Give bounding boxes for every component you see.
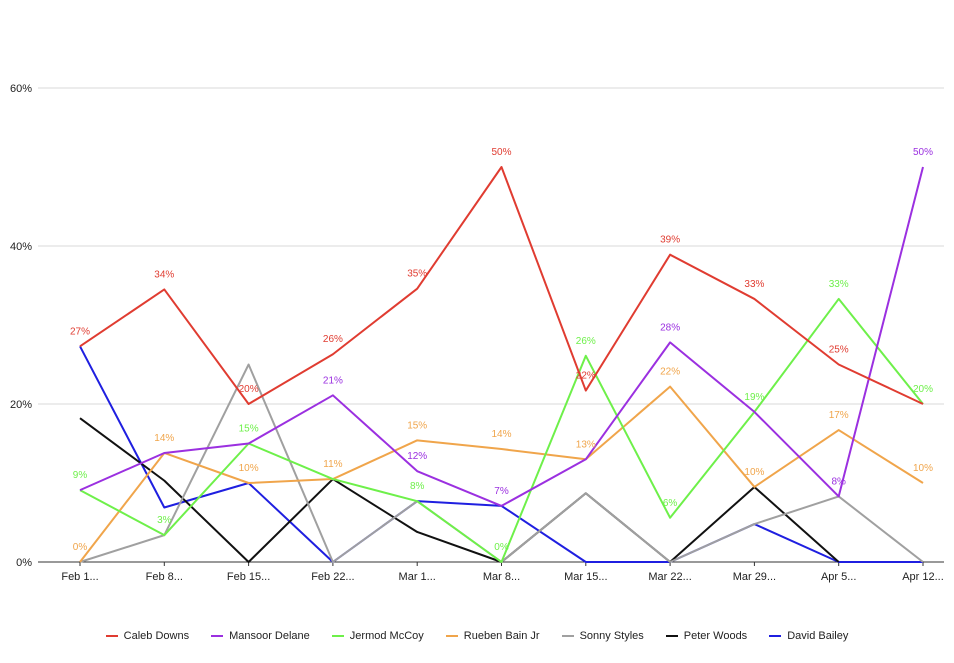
data-label-rueben-bain-jr: 11%	[323, 459, 342, 470]
series-line-mansoor-delane	[79, 166, 924, 507]
data-label-caleb-downs: 33%	[744, 279, 764, 290]
legend-item-peter-woods[interactable]: Peter Woods	[665, 630, 748, 642]
data-label-caleb-downs: 22%	[576, 371, 596, 382]
series-line-sonny-styles	[79, 363, 924, 563]
data-label-mansoor-delane: 12%	[407, 451, 427, 462]
series-line-peter-woods	[79, 417, 840, 563]
x-tick-label: Apr 12...	[902, 571, 944, 583]
data-label-caleb-downs: 26%	[323, 334, 343, 345]
legend-swatch	[331, 635, 344, 637]
legend-item-caleb-downs[interactable]: Caleb Downs	[105, 630, 190, 642]
legend-swatch	[665, 635, 678, 637]
x-tick-label: Mar 22...	[648, 571, 691, 583]
legend-swatch	[211, 635, 224, 637]
data-label-rueben-bain-jr: 22%	[660, 367, 680, 378]
data-label-rueben-bain-jr: 17%	[829, 410, 849, 421]
data-label-jermod-mccoy: 6%	[663, 498, 678, 509]
y-tick-label: 0%	[16, 557, 32, 569]
series-line-rueben-bain-jr	[79, 385, 924, 563]
series-line-caleb-downs	[79, 166, 924, 405]
legend-swatch	[445, 635, 458, 637]
legend-label: Mansoor Delane	[229, 630, 310, 642]
legend-label: David Bailey	[787, 630, 849, 642]
legend-item-mansoor-delane[interactable]: Mansoor Delane	[211, 630, 310, 642]
y-axis-ticks: 0% 20% 40% 60%	[10, 83, 32, 569]
data-label-mansoor-delane: 8%	[831, 476, 846, 487]
data-label-caleb-downs: 27%	[70, 326, 90, 337]
data-label-jermod-mccoy: 15%	[239, 424, 259, 435]
data-label-mansoor-delane: 28%	[660, 322, 680, 333]
legend-label: Jermod McCoy	[349, 630, 424, 642]
legend-item-david-bailey[interactable]: David Bailey	[769, 630, 848, 642]
legend-swatch	[561, 635, 574, 637]
x-tick-label: Feb 8...	[146, 571, 183, 583]
data-label-mansoor-delane: 50%	[913, 147, 933, 158]
data-label-mansoor-delane: 7%	[494, 486, 509, 497]
data-label-jermod-mccoy: 26%	[576, 336, 596, 347]
x-tick-label: Feb 1...	[61, 571, 98, 583]
data-label-jermod-mccoy: 0%	[494, 542, 509, 553]
y-tick-label: 40%	[10, 241, 32, 253]
legend-item-rueben-bain-jr[interactable]: Rueben Bain Jr	[445, 630, 540, 642]
x-tick-label: Feb 15...	[227, 571, 270, 583]
legend-label: Caleb Downs	[123, 630, 190, 642]
legend-swatch	[105, 635, 118, 637]
data-label-caleb-downs: 50%	[491, 147, 511, 158]
legend-label: Rueben Bain Jr	[463, 630, 540, 642]
x-axis-ticks: Feb 1... Feb 8... Feb 15... Feb 22... Mar 1.…	[61, 562, 944, 583]
data-label-jermod-mccoy: 19%	[744, 392, 764, 403]
x-tick-label: Apr 5...	[821, 571, 856, 583]
data-label-caleb-downs: 25%	[829, 345, 849, 356]
series-line-jermod-mccoy	[79, 297, 924, 563]
data-label-jermod-mccoy: 20%	[913, 384, 933, 395]
legend-swatch	[769, 635, 782, 637]
data-label-jermod-mccoy: 33%	[829, 279, 849, 290]
data-label-rueben-bain-jr: 15%	[407, 420, 427, 431]
data-label-caleb-downs: 39%	[660, 235, 680, 246]
data-labels: 27% 34% 20% 26% 35% 50% 22% 39% 33% 25% 21% 12% 7% 28…	[70, 147, 933, 553]
data-label-rueben-bain-jr: 10%	[239, 463, 259, 474]
legend: Caleb Downs Mansoor Delane Jermod McCoy Rue…	[0, 627, 954, 645]
data-label-jermod-mccoy: 8%	[410, 481, 425, 492]
legend-item-jermod-mccoy[interactable]: Jermod McCoy	[331, 630, 424, 642]
data-label-rueben-bain-jr: 14%	[491, 429, 511, 440]
data-label-caleb-downs: 34%	[154, 269, 174, 280]
legend-label: Sonny Styles	[579, 630, 644, 642]
data-label-mansoor-delane: 21%	[323, 375, 343, 386]
data-label-rueben-bain-jr: 0%	[73, 542, 88, 553]
x-tick-label: Mar 15...	[564, 571, 607, 583]
legend-label: Peter Woods	[683, 630, 748, 642]
x-tick-label: Mar 29...	[733, 571, 776, 583]
data-label-rueben-bain-jr: 10%	[913, 463, 933, 474]
data-label-rueben-bain-jr: 13%	[576, 439, 596, 450]
data-label-jermod-mccoy: 3%	[157, 515, 172, 526]
x-tick-label: Feb 22...	[311, 571, 354, 583]
data-label-jermod-mccoy: 9%	[73, 470, 88, 481]
data-label-rueben-bain-jr: 10%	[744, 467, 764, 478]
grid-lines	[38, 87, 944, 563]
data-label-caleb-downs: 20%	[239, 384, 259, 395]
x-tick-label: Mar 8...	[483, 571, 520, 583]
series-lines	[79, 166, 924, 563]
y-tick-label: 20%	[10, 399, 32, 411]
data-label-rueben-bain-jr: 14%	[154, 433, 174, 444]
legend-item-sonny-styles[interactable]: Sonny Styles	[561, 630, 644, 642]
x-tick-label: Mar 1...	[399, 571, 436, 583]
data-label-caleb-downs: 35%	[407, 269, 427, 280]
y-tick-label: 60%	[10, 83, 32, 95]
